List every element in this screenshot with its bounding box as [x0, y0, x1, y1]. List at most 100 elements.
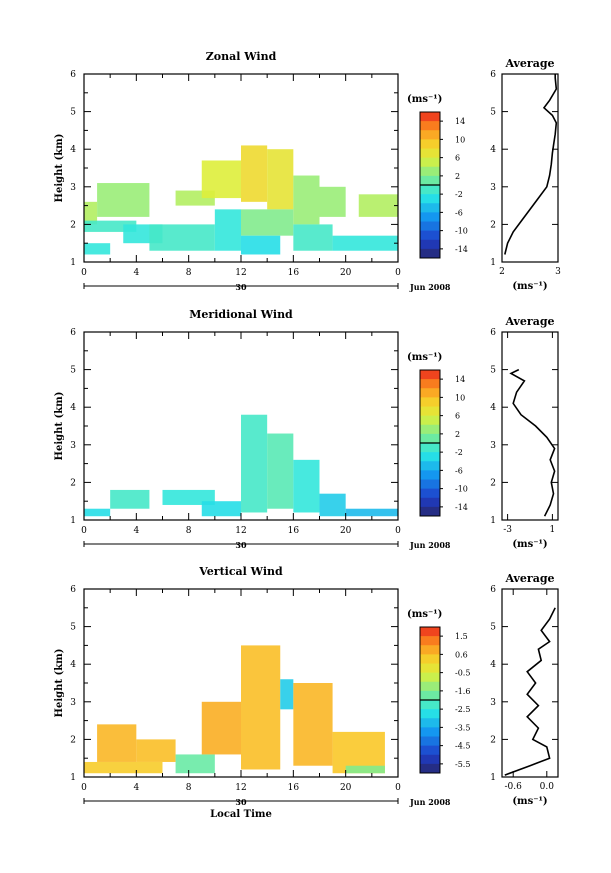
y-tick-label: 1 [70, 773, 76, 783]
colorbar-tick-label: -6 [455, 208, 463, 217]
x-tick-label: 12 [235, 783, 246, 793]
colorbar-swatch [420, 654, 440, 664]
heatmap-cell-2 [136, 739, 176, 762]
average-title: Average [504, 572, 554, 585]
colorbar-swatch [420, 175, 440, 186]
colorbar-swatch [420, 497, 440, 508]
month-label: Jun 2008 [409, 797, 451, 807]
x-tick-label: 8 [186, 783, 192, 793]
heatmap-cell-3 [97, 183, 150, 217]
y-axis-label: Height (km) [54, 392, 65, 461]
y-tick-label: 2 [70, 220, 76, 230]
colorbar-tick-label: 6 [455, 154, 460, 163]
colorbar-tick-label: 14 [455, 117, 465, 126]
avg-y-tick-label: 2 [490, 478, 496, 488]
average-frame [501, 588, 559, 778]
heatmap-cell-6 [293, 459, 320, 513]
heatmap-cell-8 [214, 209, 241, 251]
heatmap-cell-6 [280, 679, 294, 710]
avg-y-tick-label: 5 [490, 366, 496, 376]
heatmap-cell-8 [345, 508, 398, 517]
y-tick-label: 3 [70, 183, 76, 193]
avg-y-tick-label: 6 [490, 585, 496, 595]
y-tick-label: 6 [70, 585, 76, 595]
x-tick-label: 0 [81, 526, 87, 536]
colorbar-swatch [420, 139, 440, 149]
month-label: Jun 2008 [409, 282, 451, 292]
average-profile-line [504, 607, 556, 776]
colorbar-swatch [420, 121, 440, 131]
avg-x-tick-label: 0.0 [540, 782, 555, 792]
y-tick-label: 1 [70, 258, 76, 268]
colorbar-swatch [420, 433, 440, 444]
heatmap-cell-5 [267, 433, 294, 509]
day-label: 30 [235, 797, 247, 807]
y-tick-label: 4 [70, 660, 76, 670]
month-label: Jun 2008 [409, 540, 451, 550]
colorbar-tick-label: 10 [455, 135, 465, 144]
x-tick-label: 4 [133, 783, 139, 793]
y-tick-label: 1 [70, 516, 76, 526]
avg-x-axis-label: (ms⁻¹) [512, 539, 547, 550]
x-tick-label: 4 [133, 526, 139, 536]
heatmap-cell-0 [84, 761, 163, 774]
heatmap-cell-9 [345, 765, 385, 774]
x-tick-label: 0 [395, 268, 401, 278]
average-frame [501, 331, 559, 521]
colorbar-swatch [420, 239, 440, 250]
panel-title: Meridional Wind [189, 308, 293, 321]
avg-y-tick-label: 3 [490, 698, 496, 708]
colorbar-swatch [420, 763, 440, 774]
colorbar-tick-label: -3.5 [455, 723, 470, 732]
colorbar-swatch [420, 212, 440, 222]
y-tick-label: 6 [70, 70, 76, 80]
x-tick-label: 16 [288, 783, 300, 793]
colorbar-swatch [420, 130, 440, 140]
avg-x-tick-label: 1 [550, 525, 556, 535]
avg-y-tick-label: 3 [490, 183, 496, 193]
average-profile-line [509, 368, 556, 517]
colorbar-swatch [420, 736, 440, 747]
colorbar-swatch [420, 479, 440, 490]
x-tick-label: 20 [340, 268, 352, 278]
avg-y-tick-label: 2 [490, 735, 496, 745]
colorbar-tick-label: -0.5 [455, 669, 470, 678]
colorbar-tick-label: 14 [455, 375, 465, 384]
x-tick-label: 20 [340, 526, 352, 536]
avg-y-tick-label: 3 [490, 441, 496, 451]
y-tick-label: 2 [70, 478, 76, 488]
y-tick-label: 2 [70, 735, 76, 745]
heatmap-cell-2 [84, 243, 111, 255]
x-tick-label: 12 [235, 268, 246, 278]
colorbar-swatch [420, 157, 440, 168]
colorbar-tick-label: 0.6 [455, 650, 468, 659]
avg-x-tick-label: -3 [503, 525, 512, 535]
y-tick-label: 6 [70, 328, 76, 338]
x-tick-label: 12 [235, 526, 246, 536]
colorbar-tick-label: -1.6 [455, 687, 470, 696]
avg-y-tick-label: 2 [490, 220, 496, 230]
avg-y-tick-label: 4 [490, 145, 496, 155]
colorbar-tick-label: -10 [455, 485, 468, 494]
average-title: Average [504, 315, 554, 328]
colorbar-swatch [420, 754, 440, 765]
colorbar-tick-label: -10 [455, 227, 468, 236]
y-axis-label: Height (km) [54, 649, 65, 718]
x-tick-label: 8 [186, 526, 192, 536]
heatmap-cell-14 [293, 224, 333, 251]
heatmap-cell-12 [241, 235, 281, 255]
colorbar-swatch [420, 221, 440, 232]
colorbar-tick-label: 1.5 [455, 632, 468, 641]
colorbar-swatch [420, 185, 440, 195]
average-profile-line [504, 74, 558, 255]
colorbar-swatch [420, 388, 440, 398]
colorbar-swatch [420, 203, 440, 213]
y-tick-label: 3 [70, 441, 76, 451]
avg-y-tick-label: 6 [490, 70, 496, 80]
colorbar-swatch [420, 506, 440, 517]
avg-y-tick-label: 1 [490, 773, 496, 783]
heatmap-cell-9 [241, 145, 268, 202]
avg-x-axis-label: (ms⁻¹) [512, 796, 547, 807]
